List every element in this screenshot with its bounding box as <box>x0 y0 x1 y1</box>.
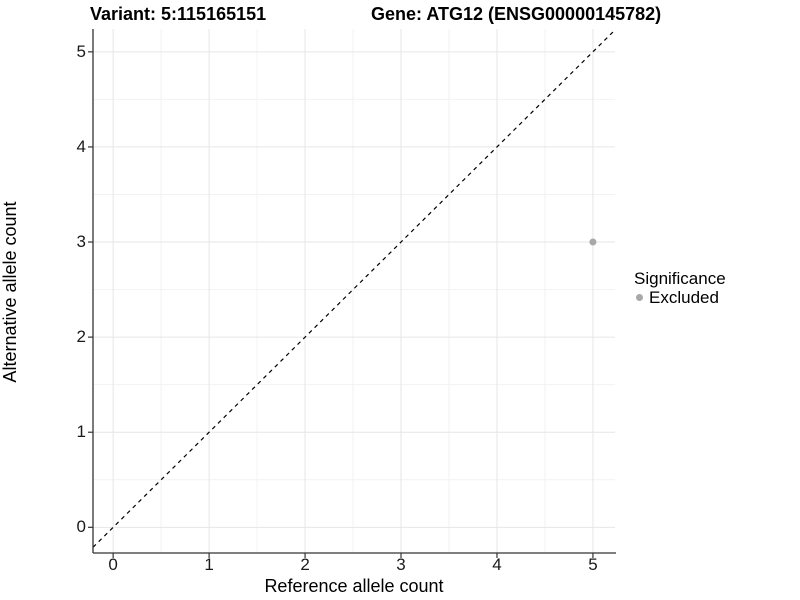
y-tick-label: 1 <box>76 422 86 442</box>
y-tick-label: 3 <box>76 232 86 252</box>
plot-title-gene: Gene: ATG12 (ENSG00000145782) <box>371 4 662 24</box>
x-axis-title: Reference allele count <box>264 576 444 596</box>
x-tick-label: 4 <box>492 555 502 574</box>
x-tick-label: 0 <box>108 555 118 574</box>
y-tick-label: 4 <box>76 136 86 156</box>
x-tick-label: 1 <box>204 555 214 574</box>
legend-title: Significance <box>634 269 726 288</box>
y-tick-label: 2 <box>76 327 86 347</box>
legend: Significance Excluded <box>634 269 726 307</box>
x-tick-label: 2 <box>300 555 310 574</box>
x-tick-label: 3 <box>396 555 406 574</box>
data-point <box>589 238 597 246</box>
plot-title-variant: Variant: 5:115165151 <box>90 4 267 24</box>
y-tick-label: 5 <box>76 41 86 61</box>
legend-item-excluded: Excluded <box>634 288 726 307</box>
legend-item-label: Excluded <box>649 288 719 307</box>
y-tick-label: 0 <box>76 517 86 537</box>
x-tick-label: 5 <box>588 555 598 574</box>
legend-point-icon <box>636 294 643 301</box>
y-axis-title: Alternative allele count <box>0 201 20 383</box>
